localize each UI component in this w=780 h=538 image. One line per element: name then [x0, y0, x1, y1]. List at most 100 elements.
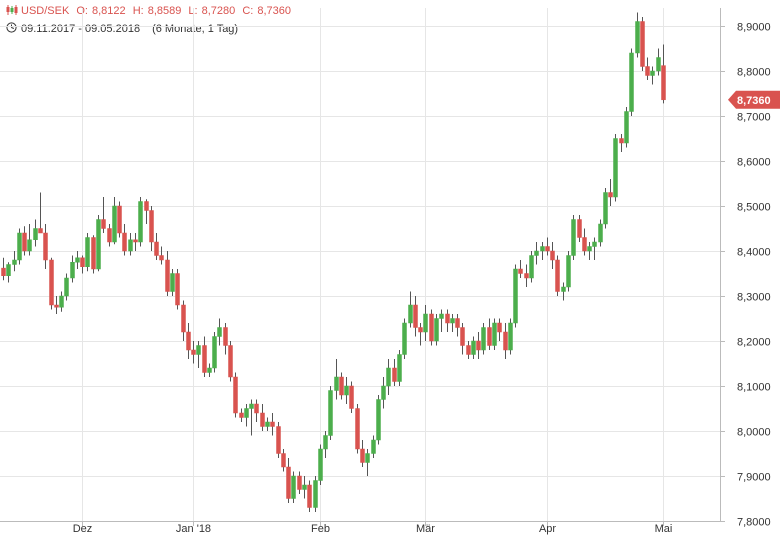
candle[interactable]	[133, 233, 138, 251]
candle[interactable]	[27, 224, 32, 256]
candle[interactable]	[518, 260, 523, 278]
candle[interactable]	[202, 336, 207, 378]
candle[interactable]	[587, 242, 592, 260]
candle[interactable]	[70, 255, 75, 283]
candle[interactable]	[85, 233, 90, 272]
candle[interactable]	[186, 323, 191, 359]
candle[interactable]	[603, 188, 608, 229]
candle[interactable]	[49, 257, 54, 310]
candle[interactable]	[244, 404, 249, 427]
candle[interactable]	[80, 255, 85, 274]
candle[interactable]	[59, 291, 64, 312]
candle[interactable]	[144, 199, 149, 224]
candle[interactable]	[503, 323, 508, 359]
candle[interactable]	[64, 273, 69, 301]
candle[interactable]	[365, 449, 370, 476]
candle[interactable]	[117, 201, 122, 238]
candle[interactable]	[75, 251, 80, 269]
candle[interactable]	[513, 264, 518, 328]
candle[interactable]	[471, 336, 476, 360]
candle[interactable]	[212, 332, 217, 373]
candle[interactable]	[281, 449, 286, 472]
candle[interactable]	[43, 224, 48, 269]
candle[interactable]	[418, 323, 423, 346]
candle[interactable]	[260, 404, 265, 431]
candle[interactable]	[191, 341, 196, 364]
candle[interactable]	[101, 197, 106, 233]
candle[interactable]	[423, 305, 428, 341]
candle[interactable]	[181, 300, 186, 342]
candle[interactable]	[524, 264, 529, 288]
candle[interactable]	[534, 242, 539, 265]
candle[interactable]	[175, 269, 180, 310]
candle[interactable]	[12, 251, 17, 272]
candle[interactable]	[339, 372, 344, 400]
candle[interactable]	[307, 480, 312, 513]
candle[interactable]	[128, 233, 133, 256]
candle[interactable]	[455, 314, 460, 337]
candle[interactable]	[629, 48, 634, 117]
candle[interactable]	[33, 219, 38, 247]
candle[interactable]	[149, 206, 154, 251]
candle[interactable]	[107, 224, 112, 247]
candle[interactable]	[545, 237, 550, 256]
candle[interactable]	[122, 224, 127, 256]
candle[interactable]	[619, 134, 624, 152]
candle[interactable]	[508, 318, 513, 355]
candle[interactable]	[434, 314, 439, 346]
candle[interactable]	[640, 17, 645, 71]
candle[interactable]	[460, 323, 465, 355]
candle[interactable]	[555, 255, 560, 297]
candle[interactable]	[207, 363, 212, 378]
candle[interactable]	[138, 197, 143, 247]
candle[interactable]	[481, 323, 486, 355]
candle[interactable]	[112, 197, 117, 245]
candle[interactable]	[613, 134, 618, 202]
candle[interactable]	[170, 269, 175, 296]
candle[interactable]	[529, 251, 534, 283]
candle[interactable]	[323, 431, 328, 458]
candle[interactable]	[302, 476, 307, 499]
candle[interactable]	[450, 314, 455, 332]
candle[interactable]	[376, 395, 381, 445]
candle[interactable]	[408, 291, 413, 328]
candle[interactable]	[1, 257, 6, 281]
candle[interactable]	[38, 192, 43, 234]
candle[interactable]	[233, 372, 238, 418]
candle[interactable]	[334, 359, 339, 400]
candle[interactable]	[386, 359, 391, 395]
candle[interactable]	[571, 215, 576, 260]
candle[interactable]	[223, 323, 228, 355]
candle[interactable]	[265, 417, 270, 432]
candle[interactable]	[159, 246, 164, 265]
candle[interactable]	[371, 435, 376, 459]
candle[interactable]	[577, 215, 582, 242]
candle[interactable]	[661, 44, 666, 104]
candle[interactable]	[624, 107, 629, 148]
candle[interactable]	[249, 399, 254, 436]
candle[interactable]	[402, 318, 407, 360]
candle[interactable]	[645, 57, 650, 81]
candle[interactable]	[318, 444, 323, 486]
candle[interactable]	[54, 296, 59, 314]
candle[interactable]	[91, 235, 96, 274]
candle[interactable]	[360, 440, 365, 467]
candle[interactable]	[96, 215, 101, 272]
candle[interactable]	[492, 318, 497, 351]
candle[interactable]	[328, 386, 333, 440]
candle[interactable]	[466, 341, 471, 359]
candle[interactable]	[608, 179, 613, 206]
candle[interactable]	[439, 309, 444, 333]
candle[interactable]	[254, 399, 259, 423]
candle[interactable]	[656, 48, 661, 76]
candle[interactable]	[487, 318, 492, 351]
candle[interactable]	[196, 341, 201, 368]
candle[interactable]	[445, 309, 450, 333]
candle[interactable]	[429, 309, 434, 346]
candle[interactable]	[540, 242, 545, 260]
candle[interactable]	[154, 233, 159, 260]
candle[interactable]	[561, 282, 566, 301]
candle[interactable]	[566, 251, 571, 292]
candle[interactable]	[344, 377, 349, 404]
